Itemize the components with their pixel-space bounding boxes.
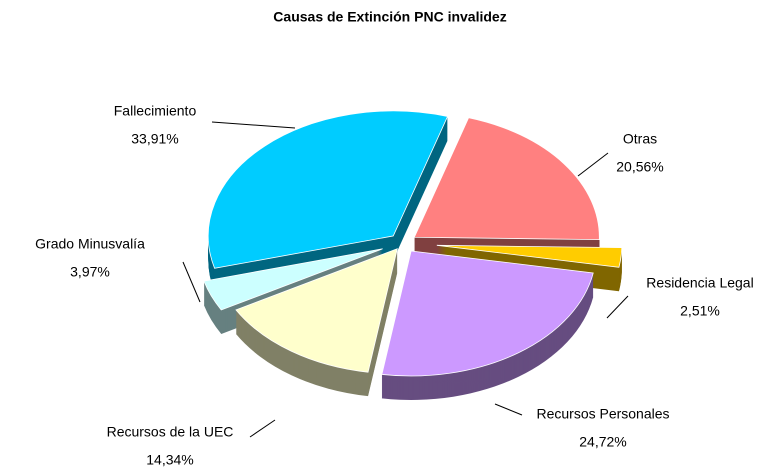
chart-title: Causas de Extinción PNC invalidez [273,9,506,25]
slice [207,110,449,269]
slice [203,248,383,311]
leader-line [249,419,276,438]
leader-line [577,152,609,177]
slice [436,244,623,268]
value-label: 24,72% [579,434,626,450]
slice [235,248,398,373]
leader-line [494,403,523,416]
value-label: 14,34% [146,452,193,468]
leader-line [606,295,629,319]
slice-label: Fallecimiento [114,103,197,119]
slice-label: Recursos Personales [536,406,669,422]
slice-label: Recursos de la UEC [107,424,234,440]
value-label: 3,97% [70,264,110,280]
leader-line [182,261,201,303]
slice-label: Grado Minusvalía [35,236,145,252]
value-label: 2,51% [680,303,720,319]
leader-line [211,121,296,129]
value-label: 33,91% [131,131,178,147]
slice-label: Otras [623,131,657,147]
slice [381,250,594,377]
value-label: 20,56% [616,159,663,175]
slice [413,117,600,240]
slice-label: Residencia Legal [646,275,753,291]
